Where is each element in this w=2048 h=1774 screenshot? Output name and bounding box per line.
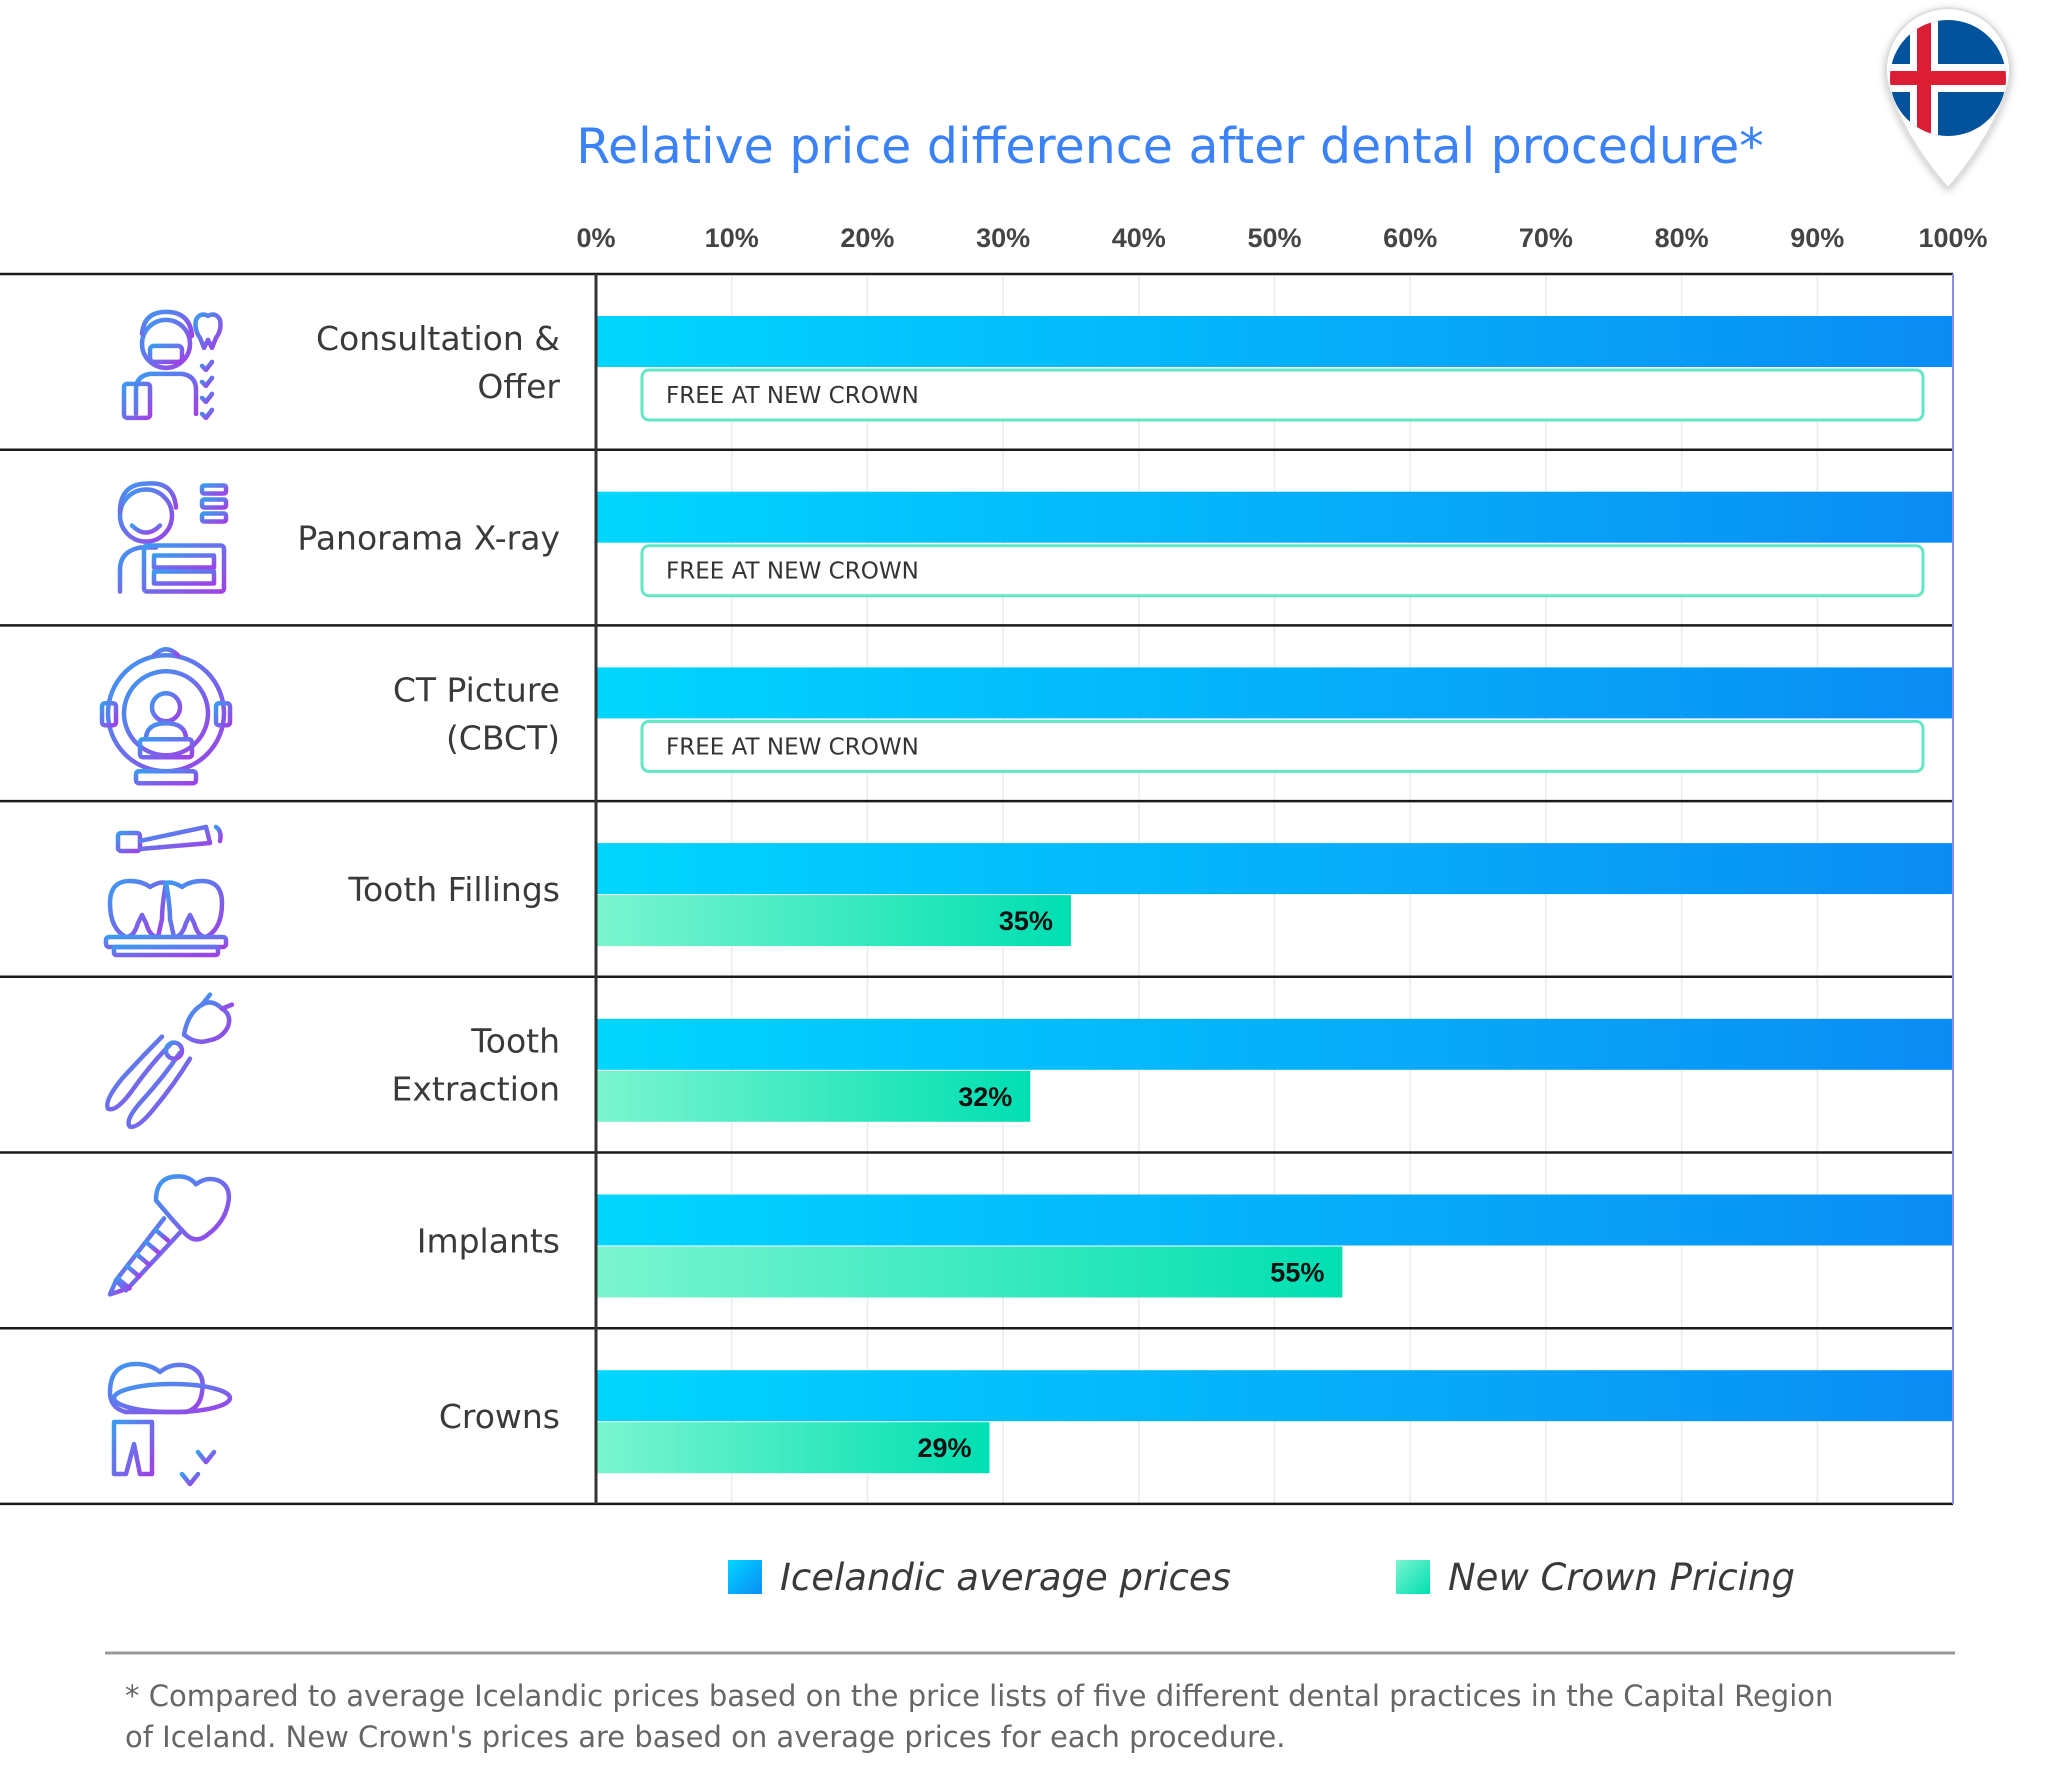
category-label: Tooth Fillings (347, 870, 560, 909)
bar-new-crown (596, 895, 1071, 947)
free-label: FREE AT NEW CROWN (666, 383, 919, 409)
category-label: Consultation & (316, 319, 560, 358)
filling-icon (103, 824, 229, 958)
free-label: FREE AT NEW CROWN (666, 734, 919, 760)
legend: Icelandic average prices New Crown Prici… (728, 1556, 1795, 1599)
implant-icon (107, 1174, 232, 1297)
chart-title: Relative price difference after dental p… (576, 118, 1764, 175)
x-tick-label: 70% (1519, 223, 1573, 253)
bar-value-label: 35% (999, 906, 1053, 936)
crown-icon (107, 1361, 233, 1487)
x-tick-label: 60% (1383, 223, 1437, 253)
category-label: Offer (477, 367, 560, 406)
legend-label-new-crown: New Crown Pricing (1448, 1556, 1795, 1599)
legend-swatch-new-crown (1396, 1560, 1430, 1594)
free-box (640, 544, 1925, 598)
x-tick-label: 20% (840, 223, 894, 253)
footnote-line-2: of Iceland. New Crown's prices are based… (125, 1720, 1285, 1754)
iceland-flag-pin-icon (1885, 7, 2011, 190)
consultation-icon (121, 309, 235, 421)
category-label: Crowns (439, 1397, 560, 1436)
category-label: (CBCT) (446, 718, 560, 757)
category-label: Tooth (470, 1022, 560, 1061)
xray-icon (117, 481, 229, 594)
x-tick-label: 0% (576, 223, 615, 253)
bar-value-label: 55% (1270, 1258, 1324, 1288)
legend-label-icelandic: Icelandic average prices (780, 1556, 1231, 1599)
bar-new-crown (596, 1422, 990, 1474)
bar-value-label: 32% (958, 1082, 1012, 1112)
bar-new-crown (596, 1246, 1343, 1298)
footnote-line-1: * Compared to average Icelandic prices b… (125, 1679, 1833, 1713)
bar-icelandic (596, 843, 1953, 895)
bar-icelandic (596, 1194, 1953, 1246)
free-box (640, 368, 1925, 422)
free-label: FREE AT NEW CROWN (666, 559, 919, 585)
x-tick-label: 30% (976, 223, 1030, 253)
x-tick-label: 40% (1112, 223, 1166, 253)
x-tick-label: 90% (1790, 223, 1844, 253)
ct-scanner-icon (99, 647, 233, 786)
x-tick-label: 50% (1247, 223, 1301, 253)
bar-icelandic (596, 316, 1953, 367)
legend-swatch-icelandic (728, 1560, 762, 1594)
x-tick-label: 80% (1655, 223, 1709, 253)
free-box (640, 719, 1925, 773)
x-tick-label: 10% (705, 223, 759, 253)
bar-icelandic (596, 1370, 1953, 1422)
bar-icelandic (596, 1018, 1953, 1070)
extraction-icon (105, 992, 235, 1130)
x-tick-label: 100% (1918, 223, 1987, 253)
category-label: Implants (417, 1221, 560, 1260)
bar-new-crown (596, 1070, 1031, 1122)
bar-icelandic (596, 491, 1953, 543)
category-label: Extraction (392, 1070, 560, 1109)
category-label: Panorama X-ray (297, 519, 560, 558)
bar-value-label: 29% (917, 1433, 971, 1463)
category-label: CT Picture (393, 670, 560, 709)
bar-icelandic (596, 667, 1953, 719)
